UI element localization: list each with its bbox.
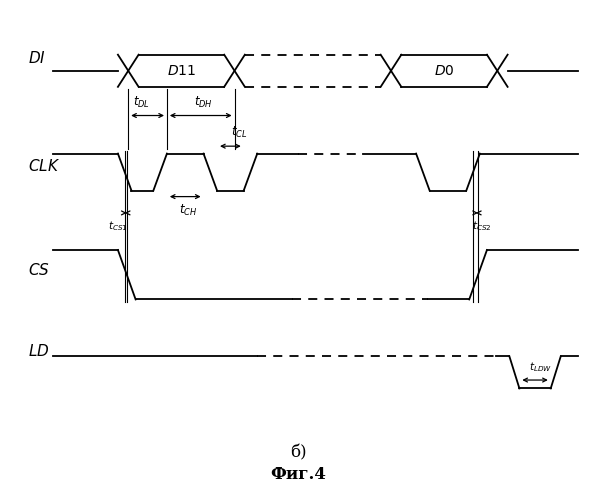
Text: $t_{LDW}$: $t_{LDW}$ — [529, 360, 552, 374]
Text: $CS$: $CS$ — [27, 262, 49, 278]
Text: $t_{DL}$: $t_{DL}$ — [133, 94, 150, 110]
Text: $t_{DH}$: $t_{DH}$ — [194, 94, 213, 110]
Text: $D11$: $D11$ — [167, 64, 196, 78]
Text: $t_{CL}$: $t_{CL}$ — [231, 125, 247, 140]
Text: Фиг.4: Фиг.4 — [270, 466, 326, 483]
Text: $t_{CS2}$: $t_{CS2}$ — [471, 219, 491, 232]
Text: $LD$: $LD$ — [27, 344, 49, 359]
Text: $D0$: $D0$ — [434, 64, 454, 78]
Text: $t_{CH}$: $t_{CH}$ — [179, 202, 197, 218]
Text: $t_{CS1}$: $t_{CS1}$ — [108, 219, 128, 232]
Text: $CLK$: $CLK$ — [27, 158, 60, 174]
Text: б): б) — [290, 444, 306, 461]
Text: $DI$: $DI$ — [27, 50, 45, 66]
